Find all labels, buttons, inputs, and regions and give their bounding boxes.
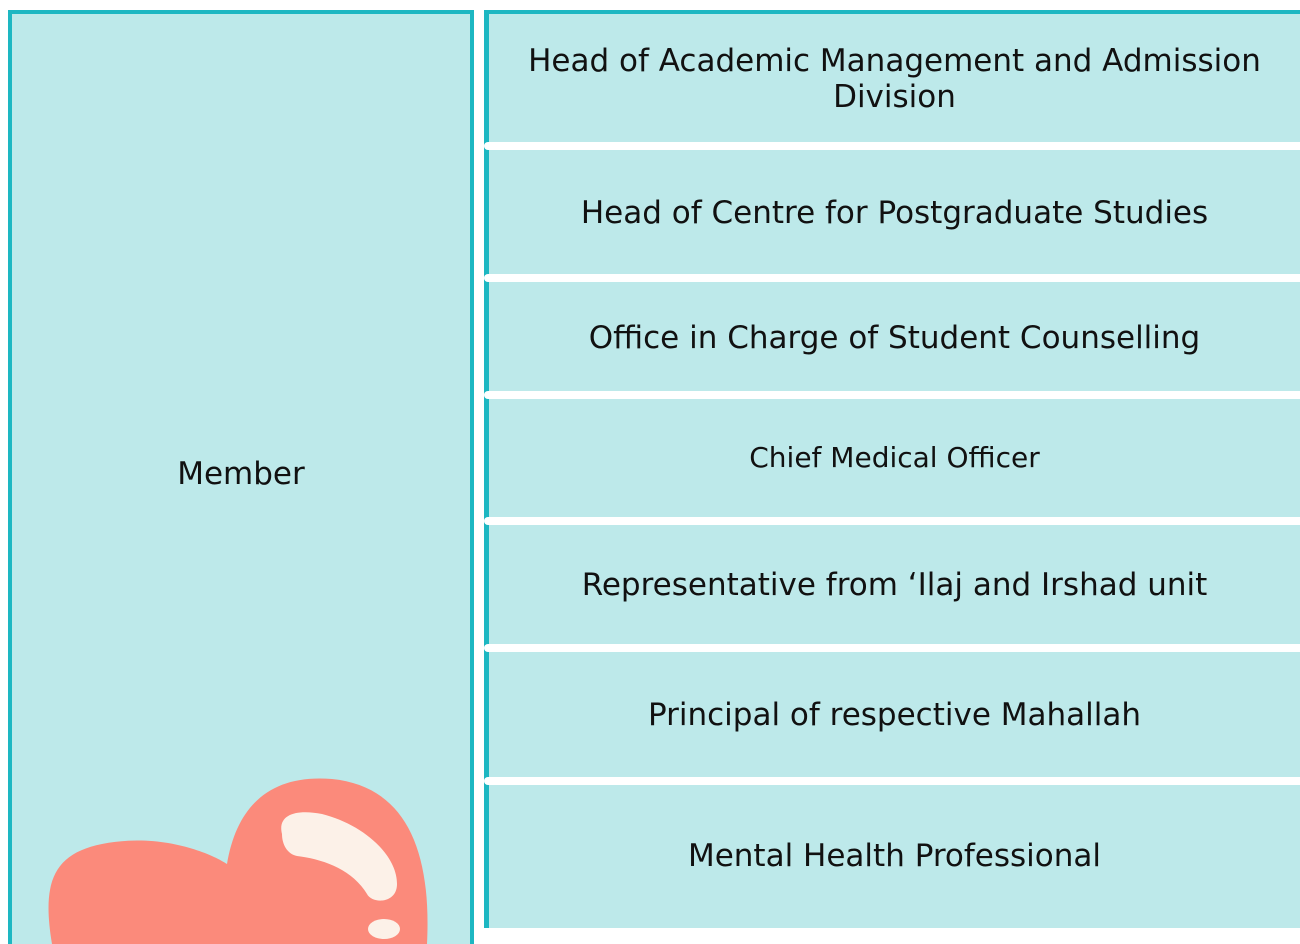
row-separator bbox=[484, 777, 1300, 785]
role-row: Principal of respective Mahallah bbox=[489, 651, 1300, 778]
role-row: Head of Academic Management and Admissio… bbox=[489, 14, 1300, 143]
role-row: Head of Centre for Postgraduate Studies bbox=[489, 150, 1300, 275]
roles-column: Head of Academic Management and Admissio… bbox=[484, 10, 1300, 928]
role-text: Mental Health Professional bbox=[687, 838, 1102, 874]
role-text: Office in Charge of Student Counselling bbox=[588, 319, 1201, 356]
role-row: Representative from ‘Ilaj and Irshad uni… bbox=[489, 524, 1300, 645]
role-text: Representative from ‘Ilaj and Irshad uni… bbox=[581, 566, 1208, 603]
row-separator bbox=[484, 142, 1300, 150]
row-separator bbox=[484, 517, 1300, 525]
role-text: Principal of respective Mahallah bbox=[647, 696, 1142, 733]
member-label: Member bbox=[177, 456, 305, 492]
role-row: Office in Charge of Student Counselling bbox=[489, 283, 1300, 392]
member-cell: Member bbox=[8, 10, 474, 944]
row-separator bbox=[484, 391, 1300, 399]
role-text: Head of Academic Management and Admissio… bbox=[528, 42, 1261, 115]
role-text: Head of Centre for Postgraduate Studies bbox=[580, 194, 1209, 231]
heart-illustration bbox=[48, 778, 428, 944]
row-separator bbox=[484, 274, 1300, 282]
role-text: Chief Medical Officer bbox=[749, 441, 1040, 474]
row-separator bbox=[484, 644, 1300, 652]
role-row: Mental Health Professional bbox=[489, 784, 1300, 928]
role-row: Chief Medical Officer bbox=[489, 398, 1300, 518]
